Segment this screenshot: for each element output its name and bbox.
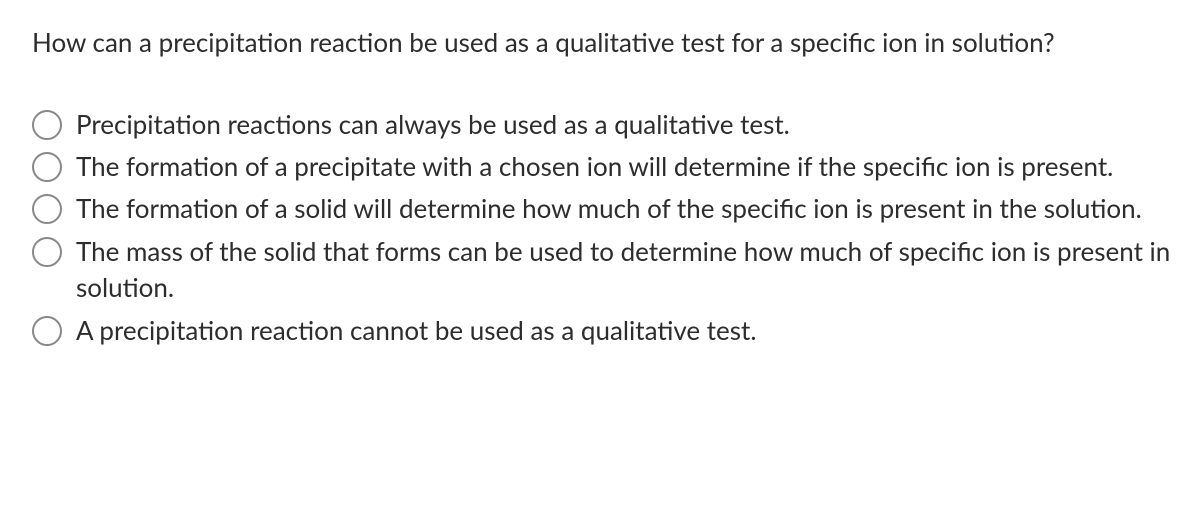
option-3[interactable]: The formation of a solid will determine … <box>32 190 1172 226</box>
radio-icon[interactable] <box>32 237 62 267</box>
radio-icon[interactable] <box>32 152 62 182</box>
option-2[interactable]: The formation of a precipitate with a ch… <box>32 148 1172 184</box>
options-list: Precipitation reactions can always be us… <box>32 106 1172 348</box>
option-label: A precipitation reaction cannot be used … <box>76 312 756 348</box>
quiz-container: How can a precipitation reaction be used… <box>0 0 1200 372</box>
radio-icon[interactable] <box>32 194 62 224</box>
option-label: The formation of a precipitate with a ch… <box>76 148 1113 184</box>
option-label: The formation of a solid will determine … <box>76 190 1142 226</box>
radio-icon[interactable] <box>32 316 62 346</box>
option-5[interactable]: A precipitation reaction cannot be used … <box>32 312 1172 348</box>
option-1[interactable]: Precipitation reactions can always be us… <box>32 106 1172 142</box>
question-prompt: How can a precipitation reaction be used… <box>32 24 1172 62</box>
radio-icon[interactable] <box>32 110 62 140</box>
option-4[interactable]: The mass of the solid that forms can be … <box>32 233 1172 306</box>
option-label: The mass of the solid that forms can be … <box>76 233 1172 306</box>
option-label: Precipitation reactions can always be us… <box>76 106 790 142</box>
